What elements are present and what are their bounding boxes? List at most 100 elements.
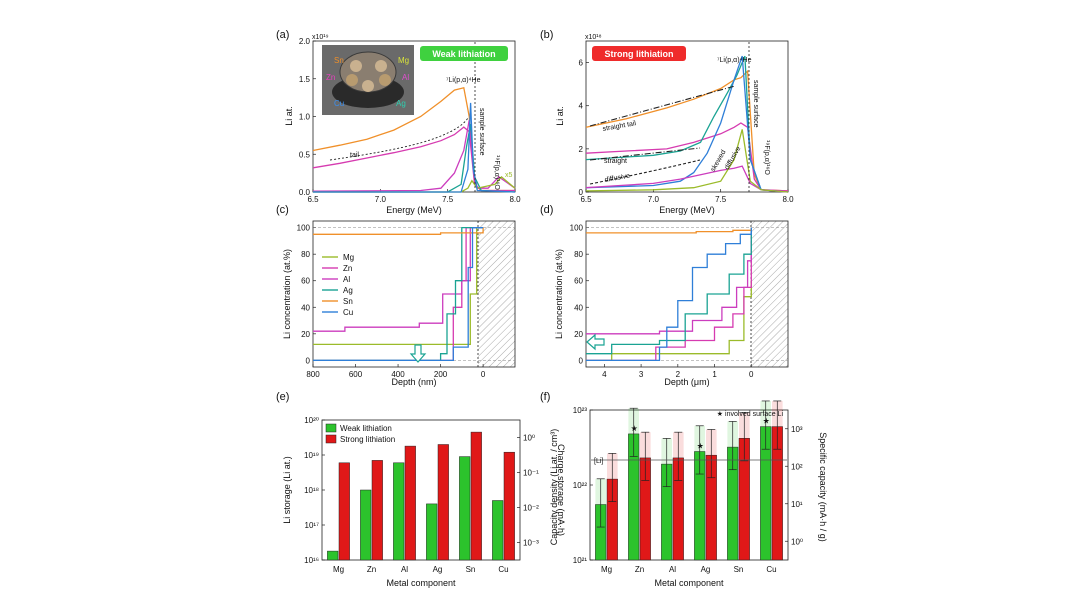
x-tick-label: 4 <box>602 370 607 379</box>
y-tick-label: 20 <box>574 330 583 339</box>
y2-tick-label: 10¹ <box>791 500 803 509</box>
legend-label-cu: Cu <box>343 308 353 317</box>
y2-axis-label-e: Charge storage (mA·h) <box>556 444 566 536</box>
tag-strong-lithiation <box>592 46 686 61</box>
y-tick-label: 10¹⁶ <box>304 556 319 565</box>
y-exponent-a: x10¹⁹ <box>312 34 329 41</box>
diffusive-annotation-b: diffusive <box>604 173 630 184</box>
legend-label-weak: Weak lithiation <box>340 424 392 433</box>
bar-al-weak <box>393 462 405 561</box>
x-tick-label: 7.0 <box>648 195 660 204</box>
legend-label-mg: Mg <box>343 253 354 262</box>
legend-e: Weak lithiation Strong lithiation <box>325 423 395 444</box>
inset-label-cu: Cu <box>334 99 344 108</box>
series-lines-a <box>312 87 516 193</box>
y2-tick-label: 10⁰ <box>523 434 535 443</box>
legend-label-al: Al <box>343 275 350 284</box>
x-tick-label: Mg <box>601 565 612 574</box>
series-line-cu <box>313 102 516 193</box>
x-axis-label-c: Depth (nm) <box>391 377 436 387</box>
fluorine-annotation-a: ¹⁹F(p,α)¹⁶O <box>493 155 500 190</box>
axes-frame-c <box>312 220 516 368</box>
y-tick-label: 20 <box>301 330 310 339</box>
bar-cu-weak <box>492 500 504 561</box>
y-tick-label: 10¹⁷ <box>305 521 320 530</box>
series-line-al <box>586 227 752 335</box>
legend-label-sn: Sn <box>343 297 353 306</box>
x-axis-label-d: Depth (μm) <box>664 377 709 387</box>
series-line-mg <box>313 175 516 193</box>
series-lines-b <box>585 55 789 193</box>
x-tick-label: Zn <box>367 565 376 574</box>
panel-e: (e) Mg Zn Al Ag Sn Cu 10¹⁶ 10¹⁷ 10¹⁸ 10¹⁹ 10²⁰ 10⁻³… <box>276 391 566 588</box>
panel-label-b: (b) <box>540 29 553 41</box>
y-tick-label: 100 <box>570 224 584 233</box>
straight-tail-guide-b <box>589 85 736 127</box>
legend-c: Mg Zn Al Ag Sn Cu <box>322 253 354 317</box>
x-tick-label: Sn <box>734 565 744 574</box>
inset-label-ag: Ag <box>396 99 406 108</box>
y2-tick-label: 10⁻³ <box>523 539 539 548</box>
series-line-zn <box>585 122 789 192</box>
bar-cu-strong <box>503 451 515 561</box>
bar-ag-strong <box>437 444 449 561</box>
x-tick-label: 200 <box>434 370 448 379</box>
star-note: ★ involved surface Li <box>717 410 784 418</box>
photo-sample-1 <box>350 60 362 72</box>
bar-zn-strong <box>371 460 383 561</box>
y-tick-label: 10²³ <box>573 406 588 415</box>
photo-sample-5 <box>362 80 374 92</box>
y2-axis-label-f: Specific capacity (mA·h / g) <box>818 432 828 542</box>
series-line-sn <box>313 227 484 235</box>
tail-annotation-a: tail <box>350 152 359 159</box>
series-lines-c <box>313 226 484 362</box>
panel-label-e: (e) <box>276 391 289 403</box>
peak-annotation-b: ⁷Li(p,α)⁴He <box>717 57 752 64</box>
tick-labels-a: 6.5 7.0 7.5 8.0 0.0 0.5 1.0 1.5 2.0 <box>299 37 521 204</box>
y-tick-label: 40 <box>574 303 583 312</box>
series-line-al <box>313 226 484 332</box>
y-tick-label: 60 <box>301 277 310 286</box>
photo-sample-2 <box>375 60 387 72</box>
x-tick-label: Ag <box>433 565 443 574</box>
arrow-down-icon <box>409 344 427 363</box>
y-tick-label: 80 <box>301 250 310 259</box>
x-tick-label: Cu <box>498 565 508 574</box>
panel-label-f: (f) <box>540 391 550 403</box>
y-tick-label: 10²⁰ <box>304 416 319 425</box>
series-line-mg <box>585 129 789 193</box>
y2-tick-label: 10⁻² <box>523 504 539 513</box>
x-tick-label: Ag <box>701 565 711 574</box>
y-tick-label: 2.0 <box>299 37 311 46</box>
bar-mg-strong <box>338 462 350 561</box>
series-line-cu <box>586 227 752 362</box>
inset-label-sn: Sn <box>334 56 344 65</box>
axes-frame-d <box>585 220 789 368</box>
panel-label-c: (c) <box>276 204 289 216</box>
y-axis-label-d: Li concentration (at.%) <box>554 249 564 339</box>
y-exponent-b: x10¹⁸ <box>585 34 602 41</box>
y-tick-label: 10¹⁸ <box>304 486 319 495</box>
photo-sample-4 <box>379 74 391 86</box>
bar-sn-strong <box>470 431 482 561</box>
series-line-ag <box>586 227 752 355</box>
li-reference-label: [Li] <box>594 458 603 465</box>
y-axis-label-a: Li at. <box>284 106 294 126</box>
panel-label-d: (d) <box>540 204 553 216</box>
inset-label-mg: Mg <box>398 56 409 65</box>
y-tick-label: 40 <box>301 303 310 312</box>
substrate-hatch-c <box>478 221 515 367</box>
straight-guide-b <box>589 147 701 161</box>
tick-labels-b: 6.5 7.0 7.5 8.0 0 2 4 6 <box>579 59 795 204</box>
x-tick-label: 7.0 <box>375 195 387 204</box>
y-tick-label: 0 <box>306 356 311 365</box>
x-tick-label: Al <box>669 565 676 574</box>
y-tick-label: 0 <box>579 188 584 197</box>
x-tick-label: 7.5 <box>715 195 727 204</box>
tag-weak-lithiation <box>420 46 508 61</box>
straight-tail-annotation-b: straight tail <box>602 120 637 133</box>
x-tick-label: Zn <box>635 565 644 574</box>
bar-ag-weak <box>426 503 438 561</box>
